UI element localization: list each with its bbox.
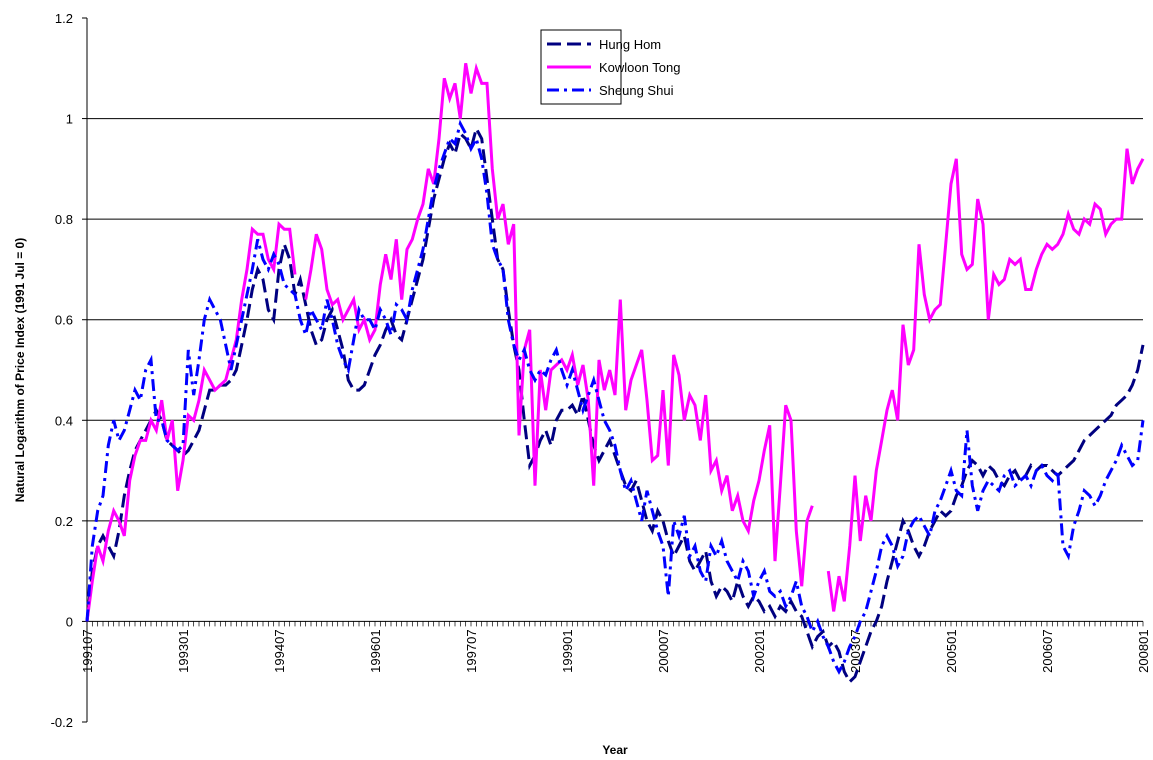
x-tick-label: 199407 bbox=[272, 629, 287, 672]
x-axis-title: Year bbox=[602, 743, 628, 757]
x-tick-label: 199107 bbox=[80, 629, 95, 672]
series-line bbox=[85, 62, 1145, 622]
y-tick-label: 1 bbox=[66, 112, 73, 127]
x-tick-label: 200501 bbox=[944, 629, 959, 672]
y-tick-label: 0.8 bbox=[55, 212, 73, 227]
series-line bbox=[85, 124, 1145, 685]
x-tick-label: 200307 bbox=[848, 629, 863, 672]
x-tick-label: 200201 bbox=[752, 629, 767, 672]
legend-label: Kowloon Tong bbox=[599, 60, 680, 75]
x-tick-label: 199901 bbox=[560, 629, 575, 672]
legend-label: Hung Hom bbox=[599, 37, 661, 52]
y-tick-label: 0.4 bbox=[55, 413, 73, 428]
x-tick-label: 200607 bbox=[1040, 629, 1055, 672]
y-tick-label: 0.6 bbox=[55, 313, 73, 328]
x-tick-label: 199301 bbox=[176, 629, 191, 672]
y-tick-label: 1.2 bbox=[55, 11, 73, 26]
x-tick-label: 200007 bbox=[656, 629, 671, 672]
y-axis-title: Natural Logarithm of Price Index (1991 J… bbox=[13, 238, 27, 502]
y-tick-label: 0 bbox=[66, 614, 73, 629]
series-line bbox=[85, 119, 1145, 675]
x-tick-label: 199601 bbox=[368, 629, 383, 672]
x-tick-label: 200801 bbox=[1136, 629, 1151, 672]
x-tick-label: 199707 bbox=[464, 629, 479, 672]
legend-label: Sheung Shui bbox=[599, 83, 674, 98]
y-tick-label: -0.2 bbox=[51, 715, 73, 730]
y-tick-label: 0.2 bbox=[55, 514, 73, 529]
